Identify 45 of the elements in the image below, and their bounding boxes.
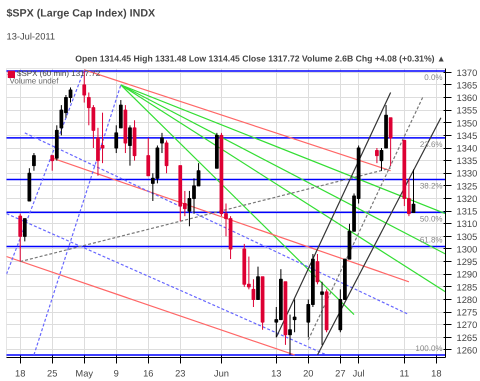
x-tick-label: Jul — [352, 368, 365, 378]
x-tick-label: 25 — [47, 368, 58, 378]
x-tick-label: 18 — [15, 368, 26, 378]
y-tick-label: 1285 — [456, 282, 478, 292]
x-tick-label: 20 — [303, 368, 314, 378]
chart-subtitle: 13-Jul-2011 — [6, 32, 56, 42]
y-tick-label: 1325 — [456, 181, 478, 192]
x-tick-label: 18 — [431, 368, 442, 378]
chart-title: $SPX (Large Cap Index) INDX — [6, 8, 156, 20]
y-tick-label: 1275 — [456, 308, 478, 318]
annotation: 61.8% — [420, 235, 443, 244]
y-tick-label: 1365 — [456, 80, 478, 90]
y-tick-label: 1280 — [456, 294, 478, 305]
x-tick-label: Jun — [214, 368, 229, 378]
y-tick-label: 1270 — [456, 320, 478, 330]
y-tick-label: 1335 — [456, 156, 478, 166]
x-tick-label: 27 — [335, 368, 346, 378]
y-tick-label: 1305 — [456, 232, 478, 242]
text: Open 1314.45 High 1331.48 Low 1314.45 Close 1317.72 Volume 2.6B Chg +4.08 (+0.31%) ▲ — [75, 54, 446, 64]
annotation: 50.0% — [420, 214, 443, 224]
annotation: 100.0% — [415, 344, 443, 353]
annotation: 38.2% — [420, 182, 443, 191]
y-tick-label: 1315 — [456, 206, 478, 217]
y-tick-label: 1300 — [456, 244, 478, 254]
y-tick-label: 1330 — [456, 168, 478, 179]
x-tick-label: 16 — [143, 368, 154, 378]
y-tick-label: 1355 — [456, 106, 478, 116]
y-tick-label: 1310 — [456, 219, 478, 230]
y-tick-label: 1350 — [456, 118, 478, 128]
y-tick-label: 1345 — [456, 130, 478, 141]
y-tick-label: 1260 — [456, 345, 478, 356]
y-tick-label: 1340 — [456, 144, 478, 154]
annotation: 0.0% — [424, 73, 442, 82]
x-tick-label: 11 — [400, 368, 410, 378]
annotation: Volume undef — [10, 76, 60, 86]
x-tick-label: 23 — [175, 368, 186, 378]
y-tick-label: 1360 — [456, 93, 478, 104]
x-tick-label: May — [75, 368, 94, 378]
y-tick-label: 1370 — [456, 68, 478, 78]
y-tick-label: 1320 — [456, 194, 478, 204]
x-tick-label: 13 — [271, 368, 282, 378]
y-tick-label: 1265 — [456, 332, 478, 343]
y-tick-label: 1295 — [456, 257, 478, 268]
x-tick-label: 9 — [114, 368, 119, 378]
y-tick-label: 1290 — [456, 270, 478, 280]
